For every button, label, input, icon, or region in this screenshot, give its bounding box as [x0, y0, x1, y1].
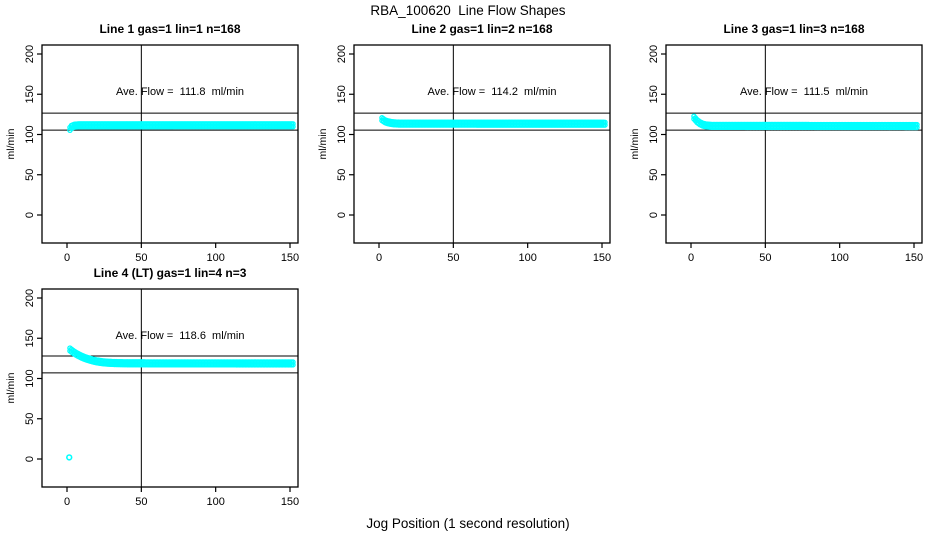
y-tick-label: 50: [24, 413, 36, 425]
panel-line-3: Line 3 gas=1 lin=3 n=168 ml/min 0 50 100 15…: [624, 0, 936, 270]
y-tick-label: 100: [24, 125, 36, 143]
y-tick-label: 50: [24, 169, 36, 181]
x-tick-label: 100: [830, 252, 848, 264]
x-tick-label: 150: [281, 252, 299, 264]
x-tick-label: 150: [593, 252, 611, 264]
plot-box: [41, 44, 299, 244]
data-points: [66, 345, 296, 461]
panel-title: Line 2 gas=1 lin=2 n=168: [411, 22, 553, 36]
x-tick-label: 0: [688, 252, 694, 264]
plot-box: [41, 288, 299, 488]
plot-area-line-2: 0 50 100 150 0 50 100 150 200: [336, 44, 611, 264]
x-tick-label: 50: [135, 252, 147, 264]
x-tick-label: 50: [759, 252, 771, 264]
y-tick-label: 150: [648, 85, 660, 103]
outlier-point: [66, 454, 73, 461]
x-tick-label: 100: [206, 252, 224, 264]
plot-box: [665, 44, 923, 244]
ave-flow-annotation: Ave. Flow = 111.8 ml/min: [115, 86, 245, 98]
x-axis-label: Jog Position (1 second resolution): [366, 516, 570, 531]
y-tick-label: 50: [648, 169, 660, 181]
plot-area-line-4: 0 50 100 150 0 50 100 150 200: [24, 288, 299, 508]
plot-area-line-3: 0 50 100 150 0 50 100 150 200: [648, 44, 923, 264]
panel-line-1: Line 1 gas=1 lin=1 n=168 ml/min 0 50 100 15…: [0, 0, 312, 270]
plot-area-line-1: 0 50 100 150 0 50 100 150 200: [24, 44, 299, 264]
data-points: [67, 121, 296, 134]
x-tick-label: 0: [64, 496, 70, 508]
figure-title: RBA_100620 Line Flow Shapes: [370, 3, 566, 18]
x-tick-label: 50: [135, 496, 147, 508]
data-points: [691, 113, 920, 131]
y-tick-label: 0: [648, 212, 660, 218]
panel-line-4: Line 4 (LT) gas=1 lin=4 n=3 ml/min 0 50 10…: [0, 244, 312, 514]
x-tick-label: 50: [447, 252, 459, 264]
y-tick-label: 200: [24, 45, 36, 63]
x-tick-label: 0: [376, 252, 382, 264]
panel-title: Line 1 gas=1 lin=1 n=168: [99, 22, 241, 36]
y-tick-label: 150: [24, 85, 36, 103]
y-tick-label: 100: [648, 125, 660, 143]
ave-flow-annotation: Ave. Flow = 111.5 ml/min: [739, 86, 869, 98]
y-tick-label: 200: [24, 289, 36, 307]
y-tick-label: 0: [24, 456, 36, 462]
panel-title: Line 3 gas=1 lin=3 n=168: [723, 22, 865, 36]
y-tick-label: 200: [648, 45, 660, 63]
y-tick-label: 0: [336, 212, 348, 218]
plot-box: [353, 44, 611, 244]
ave-flow-annotation: Ave. Flow = 118.6 ml/min: [115, 330, 245, 342]
x-tick-label: 0: [64, 252, 70, 264]
data-points: [379, 115, 608, 128]
x-tick-label: 100: [206, 496, 224, 508]
y-tick-label: 200: [336, 45, 348, 63]
panel-line-2: Line 2 gas=1 lin=2 n=168 ml/min 0 50 100 15…: [312, 0, 624, 270]
y-tick-label: 0: [24, 212, 36, 218]
y-tick-label: 150: [336, 85, 348, 103]
x-tick-label: 100: [518, 252, 536, 264]
y-tick-label: 100: [336, 125, 348, 143]
panel-title: Line 4 (LT) gas=1 lin=4 n=3: [93, 266, 247, 280]
y-tick-label: 150: [24, 329, 36, 347]
x-tick-label: 150: [281, 496, 299, 508]
y-tick-label: 100: [24, 369, 36, 387]
x-tick-label: 150: [905, 252, 923, 264]
y-tick-label: 50: [336, 169, 348, 181]
ave-flow-annotation: Ave. Flow = 114.2 ml/min: [427, 86, 557, 98]
